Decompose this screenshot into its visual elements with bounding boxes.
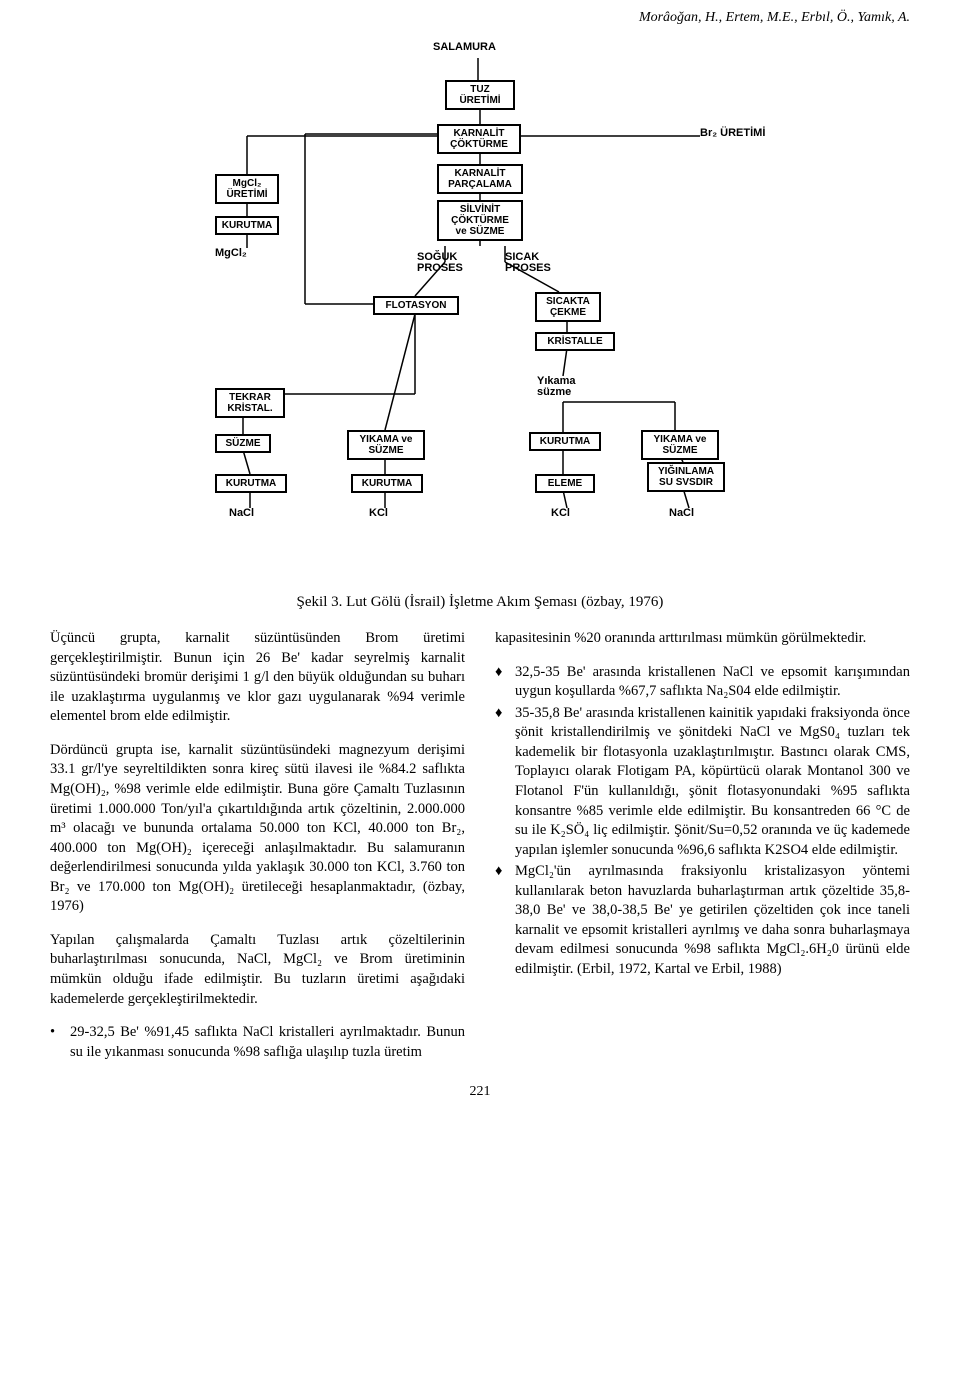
flow-node-mgcl2: MgCl₂ [215, 248, 265, 262]
paragraph: Yapılan çalışmalarda Çamaltı Tuzlası art… [50, 931, 465, 1009]
flow-node-kurutma1: KURUTMA [215, 216, 279, 235]
flow-node-salamura: SALAMURA [433, 42, 523, 58]
flow-node-kurutma2b: KURUTMA [351, 474, 423, 493]
paragraph: Üçüncü grupta, karnalit süzüntüsünden Br… [50, 629, 465, 727]
right-column: kapasitesinin %20 oranında arttırılması … [495, 629, 910, 1064]
bullet-item: ♦ MgCl₂'ün ayrılmasında fraksiyonlu kris… [495, 862, 910, 979]
paragraph: kapasitesinin %20 oranında arttırılması … [495, 629, 910, 649]
bullet-text: 35-35,8 Be' arasında kristallenen kainit… [515, 704, 910, 861]
flow-node-tekrar: TEKRAR KRİSTAL. [215, 388, 285, 418]
bullet-marker: ♦ [495, 862, 515, 882]
flow-node-eleme: ELEME [535, 474, 595, 493]
flow-node-mgcl_ur: MgCl₂ ÜRETİMİ [215, 174, 279, 204]
flow-node-karnalit_par: KARNALİT PARÇALAMA [437, 164, 523, 194]
bullet-item: • 29-32,5 Be' %91,45 saflıkta NaCl krist… [50, 1023, 465, 1062]
paragraph: Dördüncü grupta ise, karnalit süzüntüsün… [50, 741, 465, 917]
body-columns: Üçüncü grupta, karnalit süzüntüsünden Br… [50, 629, 910, 1064]
figure-caption: Şekil 3. Lut Gölü (İsrail) İşletme Akım … [50, 594, 910, 611]
page-number: 221 [50, 1084, 910, 1100]
flow-node-yiginlama: YIĞINLAMA SU SVSDIR [647, 462, 725, 492]
bullet-text: 32,5-35 Be' arasında kristallenen NaCl v… [515, 663, 910, 702]
flow-node-sicakta_cek: SICAKTA ÇEKME [535, 292, 601, 322]
flow-node-nacl2: NaCl [669, 508, 713, 522]
flow-node-suzme1: SÜZME [215, 434, 271, 453]
flow-node-kcl2: KCl [551, 508, 587, 522]
flow-node-kurutma2a: KURUTMA [215, 474, 287, 493]
flow-node-sicak: SICAK PROSES [505, 252, 565, 278]
flow-node-silvinit: SİLVİNİT ÇÖKTÜRME ve SÜZME [437, 200, 523, 241]
flow-node-tuz: TUZ ÜRETİMİ [445, 80, 515, 110]
flow-node-yikama_ve2: YIKAMA ve SÜZME [641, 430, 719, 460]
flow-node-karnalit_cok: KARNALİT ÇÖKTÜRME [437, 124, 521, 154]
bullet-text: 29-32,5 Be' %91,45 saflıkta NaCl kristal… [70, 1023, 465, 1062]
flow-node-yikama_ve1: YIKAMA ve SÜZME [347, 430, 425, 460]
process-flowchart: SALAMURA TUZ ÜRETİMİ KARNALİT ÇÖKTÜRME Br₂ … [155, 34, 805, 574]
flow-node-yikama_suz: Yıkama süzme [537, 376, 599, 402]
bullet-item: ♦ 35-35,8 Be' arasında kristallenen kain… [495, 704, 910, 861]
flow-node-kristalle: KRİSTALLE [535, 332, 615, 351]
flow-node-soguk: SOĞUK PROSES [417, 252, 479, 278]
bullet-marker: ♦ [495, 663, 515, 683]
flow-node-br2: Br₂ ÜRETİMİ [700, 128, 766, 156]
left-column: Üçüncü grupta, karnalit süzüntüsünden Br… [50, 629, 465, 1064]
bullet-marker: • [50, 1023, 70, 1043]
flow-node-kcl1: KCl [369, 508, 405, 522]
bullet-text: MgCl₂'ün ayrılmasında fraksiyonlu krista… [515, 862, 910, 979]
flow-node-nacl1: NaCl [229, 508, 273, 522]
page-header: Morâoğan, H., Ertem, M.E., Erbıl, Ö., Ya… [50, 10, 910, 26]
flow-node-kurutma3: KURUTMA [529, 432, 601, 451]
bullet-marker: ♦ [495, 704, 515, 724]
flow-node-flotasyon: FLOTASYON [373, 296, 459, 315]
bullet-item: ♦ 32,5-35 Be' arasında kristallenen NaCl… [495, 663, 910, 702]
